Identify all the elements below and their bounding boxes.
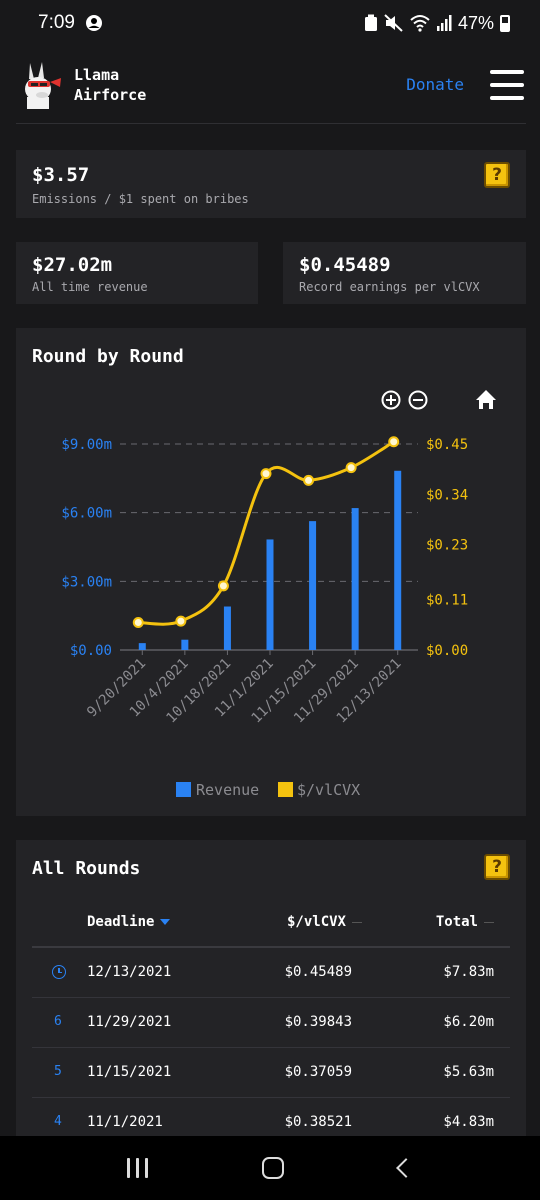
y-left-tick-label: $9.00m bbox=[61, 437, 112, 453]
system-nav-bar bbox=[0, 1136, 540, 1200]
all-rounds-card: All Rounds ? bbox=[16, 840, 526, 1136]
legend-revenue-swatch[interactable] bbox=[176, 782, 191, 797]
battery-percent: 47% bbox=[457, 12, 494, 33]
y-left-tick-label: $6.00m bbox=[61, 506, 112, 522]
vlcvx-point bbox=[303, 474, 315, 486]
emissions-card: $3.57 Emissions / $1 spent on bribes ? bbox=[16, 150, 526, 218]
status-time: 7:09 bbox=[38, 12, 75, 33]
chart-legend: Revenue $/vlCVX bbox=[176, 781, 360, 799]
column-total-label: Total bbox=[435, 914, 478, 930]
sort-desc-icon bbox=[160, 919, 171, 925]
sort-none-icon bbox=[484, 921, 494, 923]
record-earnings-card: $0.45489 Record earnings per vlCVX bbox=[283, 242, 526, 304]
status-bar: 7:09 47% bbox=[0, 0, 540, 46]
recents-button[interactable] bbox=[127, 1158, 149, 1178]
vlcvx-point bbox=[175, 615, 187, 627]
column-total[interactable]: Total bbox=[436, 914, 494, 930]
column-deadline-label: Deadline bbox=[87, 914, 155, 930]
row-total: $7.83m bbox=[443, 964, 494, 980]
round-chart: $0.00 $3.00m $6.00m $9.00m $0.00 $0.11 $0.23 $0… bbox=[61, 390, 496, 799]
donate-link[interactable]: Donate bbox=[406, 75, 464, 94]
row-deadline: 11/1/2021 bbox=[87, 1114, 163, 1130]
app-header: Llama Airforce Donate bbox=[16, 46, 526, 124]
row-vlcvx: $0.38521 bbox=[284, 1114, 352, 1130]
clock-icon bbox=[52, 965, 66, 979]
y-right-tick-label: $0.45 bbox=[426, 437, 468, 453]
menu-line bbox=[490, 69, 524, 74]
row-index: 6 bbox=[54, 1014, 62, 1029]
row-index: 5 bbox=[54, 1064, 62, 1079]
column-deadline[interactable]: Deadline bbox=[87, 914, 171, 930]
recycle-icon bbox=[364, 14, 377, 31]
y-right-tick-label: $0.00 bbox=[426, 643, 468, 659]
zoom-out-icon[interactable] bbox=[408, 390, 428, 410]
row-vlcvx: $0.37059 bbox=[284, 1064, 352, 1080]
table-row[interactable]: 12/13/2021 $0.45489 $7.83m bbox=[32, 948, 510, 998]
signal-icon bbox=[436, 15, 452, 31]
row-total: $4.83m bbox=[443, 1114, 494, 1130]
revenue-bar bbox=[266, 539, 274, 650]
home-button[interactable] bbox=[262, 1157, 285, 1179]
menu-line bbox=[490, 95, 524, 100]
revenue-bar bbox=[351, 508, 359, 650]
row-index: 4 bbox=[54, 1114, 62, 1129]
row-vlcvx: $0.45489 bbox=[284, 964, 352, 980]
row-vlcvx: $0.39843 bbox=[284, 1014, 352, 1030]
battery-icon bbox=[500, 14, 510, 32]
revenue-bar bbox=[394, 470, 402, 650]
vlcvx-point bbox=[388, 436, 400, 448]
revenue-bar bbox=[138, 643, 146, 650]
vlcvx-point bbox=[217, 580, 229, 592]
llama-logo[interactable] bbox=[20, 61, 62, 109]
legend-revenue-label[interactable]: Revenue bbox=[196, 781, 259, 799]
account-icon bbox=[85, 15, 102, 31]
column-vlcvx-label: $/vlCVX bbox=[286, 914, 346, 930]
revenue-label: All time revenue bbox=[32, 280, 148, 294]
mute-icon bbox=[384, 14, 403, 32]
app-name[interactable]: Llama Airforce bbox=[74, 65, 147, 104]
record-label: Record earnings per vlCVX bbox=[299, 280, 480, 294]
vlcvx-point bbox=[132, 617, 144, 629]
row-deadline: 11/15/2021 bbox=[87, 1064, 172, 1080]
reset-home-icon[interactable] bbox=[476, 390, 496, 409]
menu-button[interactable] bbox=[490, 69, 524, 100]
y-left-tick-label: $0.00 bbox=[70, 643, 112, 659]
table-row[interactable]: 4 11/1/2021 $0.38521 $4.83m bbox=[32, 1098, 510, 1136]
legend-vlcvx-label[interactable]: $/vlCVX bbox=[297, 781, 360, 799]
question-block-icon[interactable]: ? bbox=[484, 854, 510, 880]
emissions-label: Emissions / $1 spent on bribes bbox=[32, 192, 249, 206]
all-time-revenue-card: $27.02m All time revenue bbox=[16, 242, 258, 304]
row-deadline: 12/13/2021 bbox=[87, 964, 172, 980]
table-row[interactable]: 5 11/15/2021 $0.37059 $5.63m bbox=[32, 1048, 510, 1098]
record-value: $0.45489 bbox=[299, 254, 391, 276]
revenue-value: $27.02m bbox=[32, 254, 113, 276]
emissions-value: $3.57 bbox=[32, 164, 90, 186]
y-right-tick-label: $0.34 bbox=[426, 487, 468, 503]
back-button[interactable] bbox=[395, 1158, 416, 1178]
menu-line bbox=[490, 82, 524, 87]
row-total: $5.63m bbox=[443, 1064, 494, 1080]
table-row[interactable]: 6 11/29/2021 $0.39843 $6.20m bbox=[32, 998, 510, 1048]
row-deadline: 11/29/2021 bbox=[87, 1014, 172, 1030]
legend-vlcvx-swatch[interactable] bbox=[278, 782, 293, 797]
y-right-tick-label: $0.11 bbox=[426, 593, 468, 609]
question-block-icon[interactable]: ? bbox=[484, 162, 510, 188]
revenue-bar bbox=[181, 639, 189, 650]
revenue-bar bbox=[309, 521, 317, 650]
zoom-in-icon[interactable] bbox=[381, 390, 401, 410]
sort-none-icon bbox=[352, 921, 362, 923]
vlcvx-point bbox=[345, 462, 357, 474]
column-vlcvx[interactable]: $/vlCVX bbox=[287, 914, 362, 930]
y-right-tick-label: $0.23 bbox=[426, 538, 468, 554]
wifi-icon bbox=[410, 15, 430, 32]
round-chart-title: Round by Round bbox=[32, 346, 184, 367]
vlcvx-point bbox=[260, 468, 272, 480]
row-total: $6.20m bbox=[443, 1014, 494, 1030]
y-left-tick-label: $3.00m bbox=[61, 574, 112, 590]
revenue-bar bbox=[223, 606, 231, 650]
all-rounds-title: All Rounds bbox=[32, 858, 141, 879]
rounds-table-header: Deadline $/vlCVX Total bbox=[32, 900, 510, 948]
